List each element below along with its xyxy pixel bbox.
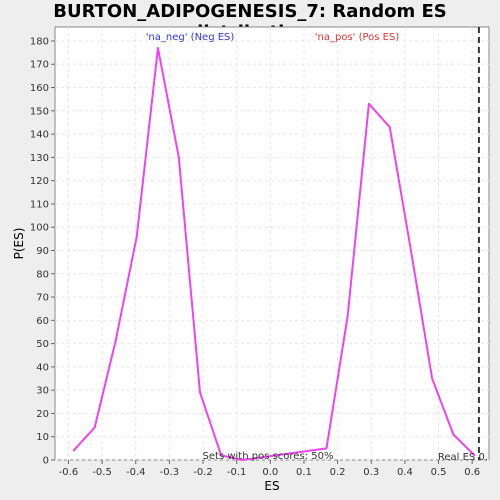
data-point (473, 454, 476, 457)
data-point (325, 447, 328, 450)
pos-es-label: 'na_pos' (Pos ES) (315, 32, 400, 43)
data-point (368, 103, 370, 105)
data-point (410, 249, 412, 252)
y-tick-label: 120 (30, 176, 49, 187)
data-point (241, 459, 243, 461)
y-tick-label: 150 (30, 106, 49, 117)
x-tick-label: 0.4 (397, 467, 413, 478)
y-tick-label: 60 (36, 316, 49, 327)
x-tick-label: -0.6 (59, 467, 79, 478)
x-tick-label: -0.5 (92, 467, 112, 478)
x-tick-label: 0.6 (464, 467, 480, 478)
data-point (220, 454, 222, 457)
data-point (431, 377, 433, 380)
data-point (452, 433, 455, 436)
data-point (346, 314, 349, 317)
y-tick-label: 80 (36, 269, 49, 280)
x-axis: -0.6 -0.5 -0.4 -0.3 -0.2 -0.1 0.0 0.1 0.2 0.3 0.4 0… (59, 460, 480, 478)
y-tick-label: 160 (30, 83, 49, 94)
x-tick-label: -0.4 (126, 467, 146, 478)
y-tick-label: 100 (30, 223, 49, 234)
series-group (72, 46, 476, 461)
y-tick-label: 180 (30, 36, 49, 47)
x-axis-label: ES (264, 479, 279, 493)
y-tick-label: 10 (36, 432, 49, 443)
grid (55, 27, 489, 461)
data-point (114, 340, 117, 343)
x-tick-label: -0.2 (193, 467, 213, 478)
y-tick-label: 40 (36, 362, 49, 373)
plot-area (54, 26, 490, 461)
y-tick-label: 0 (43, 456, 49, 467)
real-es-annotation: Real ES 0. (438, 452, 488, 463)
pos-scores-annotation: Sets with pos scores: 50% (203, 451, 334, 462)
x-tick-label: -0.3 (160, 467, 180, 478)
data-point (388, 126, 391, 128)
data-point (72, 449, 75, 452)
y-tick-label: 30 (36, 386, 49, 397)
x-tick-label: 0.0 (262, 467, 278, 478)
y-tick-label: 20 (36, 409, 49, 420)
y-tick-label: 50 (36, 339, 49, 350)
y-tick-label: 90 (36, 246, 49, 257)
y-tick-label: 70 (36, 293, 49, 304)
y-axis-label: P(ES) (12, 228, 26, 260)
x-tick-label: 0.5 (431, 467, 447, 478)
x-tick-label: 0.2 (330, 467, 346, 478)
y-axis: 0 10 20 30 40 50 60 70 80 90 100 110 120 130 140 150 160… (30, 36, 55, 467)
neg-es-label: 'na_neg' (Neg ES) (146, 32, 235, 43)
y-tick-label: 110 (30, 199, 49, 210)
data-point (135, 235, 138, 238)
x-tick-label: 0.1 (296, 467, 312, 478)
data-point (199, 391, 201, 394)
y-tick-label: 140 (30, 130, 49, 141)
y-tick-label: 170 (30, 60, 49, 71)
data-point (178, 156, 180, 159)
y-tick-label: 130 (30, 153, 49, 164)
data-point (93, 426, 96, 429)
x-tick-label: -0.1 (227, 467, 247, 478)
x-tick-label: 0.3 (363, 467, 379, 478)
data-point (157, 47, 159, 49)
